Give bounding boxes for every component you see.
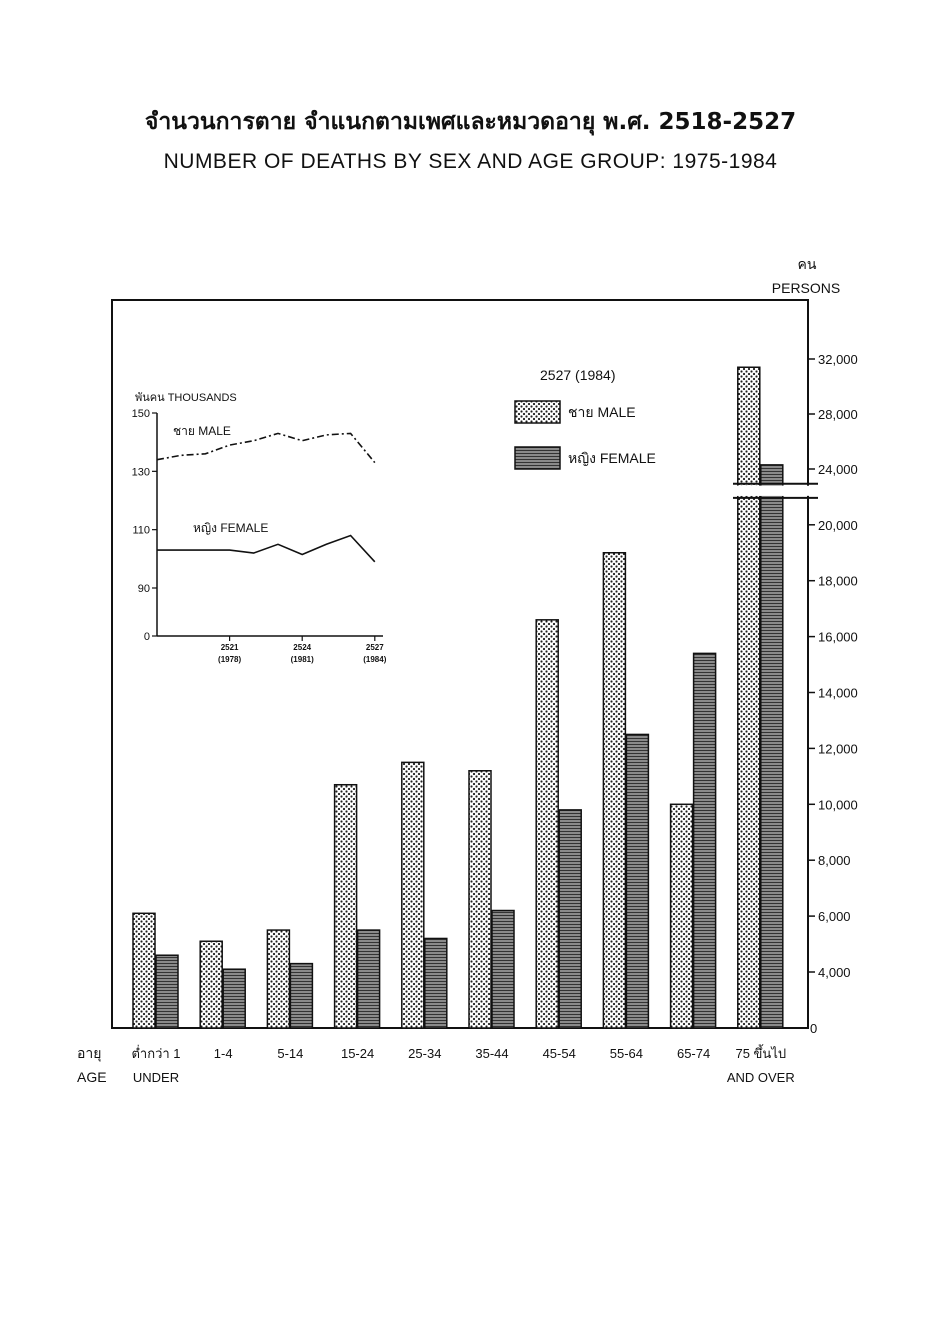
inset-y-unit-label: พันคน THOUSANDS [135, 392, 237, 404]
y-tick-label: 12,000 [818, 741, 858, 756]
x-category-label: 1-4 [214, 1046, 233, 1061]
inset-x-tick-sublabel: (1978) [218, 655, 241, 664]
inset-x-tick-label: 2521 [221, 643, 239, 652]
inset-y-tick-label: 150 [132, 408, 150, 420]
x-category-label: 55-64 [610, 1046, 643, 1061]
x-category-label: ต่ำกว่า 1 [131, 1045, 180, 1061]
legend: 2527 (1984) ชาย MALE หญิง FEMALE [514, 367, 656, 470]
x-category-label: 35-44 [475, 1046, 508, 1061]
y-tick-label: 16,000 [818, 630, 858, 645]
axis-break-gap [733, 485, 818, 496]
y-tick-label: 4,000 [818, 965, 851, 980]
bar-female [491, 909, 515, 1029]
legend-female-label: หญิง FEMALE [568, 450, 656, 466]
bar-male [669, 803, 694, 1029]
bar-female [760, 464, 784, 1029]
y-tick-label: 8,000 [818, 853, 851, 868]
x-category-sublabel: AND OVER [727, 1070, 795, 1085]
chart-title-english: NUMBER OF DEATHS BY SEX AND AGE GROUP: 1… [163, 150, 778, 173]
x-category-sublabel: UNDER [133, 1070, 179, 1085]
bar-female [222, 968, 246, 1029]
bar-female [424, 937, 448, 1029]
bar-male [737, 366, 761, 1029]
bar-male [266, 929, 291, 1029]
y-tick-label: 6,000 [818, 909, 851, 924]
bar-male [199, 940, 223, 1029]
y-tick-label: 10,000 [818, 797, 858, 812]
bar-female [289, 962, 314, 1029]
legend-male-label: ชาย MALE [568, 404, 636, 420]
inset-y-tick-label: 130 [132, 466, 150, 478]
y-tick-label: 20,000 [818, 518, 858, 533]
inset-label-male: ชาย MALE [173, 424, 231, 438]
y-tick-label: 0 [810, 1021, 817, 1036]
y-tick-label: 24,000 [818, 462, 858, 477]
inset-y-tick-label: 90 [138, 583, 150, 595]
x-category-label: 5-14 [277, 1046, 303, 1061]
x-category-label: 15-24 [341, 1046, 374, 1061]
legend-male-swatch [514, 400, 561, 424]
x-category-label: 45-54 [543, 1046, 576, 1061]
inset-label-female: หญิง FEMALE [193, 521, 268, 535]
inset-line-female [157, 534, 376, 563]
age-label-thai: อายุ [77, 1045, 101, 1062]
bar-male [535, 619, 559, 1029]
bar-female [356, 929, 381, 1029]
bar-male [602, 552, 627, 1029]
unit-label-english: PERSONS [772, 280, 840, 296]
inset-x-tick-label: 2524 [293, 643, 311, 652]
bar-female [558, 809, 582, 1029]
bar-male [333, 783, 358, 1029]
x-category-label: 75 ขึ้นไป [735, 1044, 786, 1061]
bar-female [692, 652, 717, 1029]
y-tick-label: 32,000 [818, 352, 858, 367]
inset-x-tick-sublabel: (1981) [291, 655, 314, 664]
x-category-label: 65-74 [677, 1046, 710, 1061]
bar-female [155, 954, 179, 1029]
y-tick-label: 28,000 [818, 407, 858, 422]
inset-line-chart: พันคน THOUSANDS 0 90 110 130 150 2521 (1978) 2… [132, 392, 387, 664]
age-label-english: AGE [77, 1069, 107, 1085]
y-tick-label: 14,000 [818, 686, 858, 701]
inset-y-tick-label: 0 [144, 631, 150, 643]
y-tick-label: 18,000 [818, 574, 858, 589]
plot-frame [111, 299, 809, 1029]
chart-title-thai: จำนวนการตาย จำแนกตามเพศและหมวดอายุ พ.ศ. … [144, 109, 797, 135]
bar-male [468, 770, 492, 1029]
inset-x-tick-label: 2527 [366, 643, 384, 652]
bar-female [625, 733, 650, 1029]
bar-male [401, 761, 425, 1029]
x-category-label: 25-34 [408, 1046, 441, 1061]
inset-line-male [156, 432, 376, 464]
inset-x-tick-sublabel: (1984) [363, 655, 386, 664]
bar-male [132, 912, 156, 1029]
inset-y-tick-label: 110 [132, 525, 150, 537]
legend-year: 2527 (1984) [540, 367, 616, 383]
unit-label-thai: คน [798, 256, 817, 272]
legend-female-swatch [514, 446, 561, 470]
